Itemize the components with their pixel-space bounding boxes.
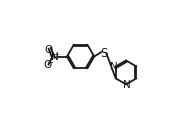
Text: +: +: [53, 52, 59, 58]
Text: −: −: [46, 58, 53, 67]
Text: S: S: [100, 47, 108, 60]
Text: N: N: [123, 79, 131, 89]
Text: O: O: [43, 59, 51, 69]
Text: O: O: [44, 45, 52, 55]
Text: N: N: [110, 62, 118, 72]
Text: N: N: [51, 52, 58, 62]
